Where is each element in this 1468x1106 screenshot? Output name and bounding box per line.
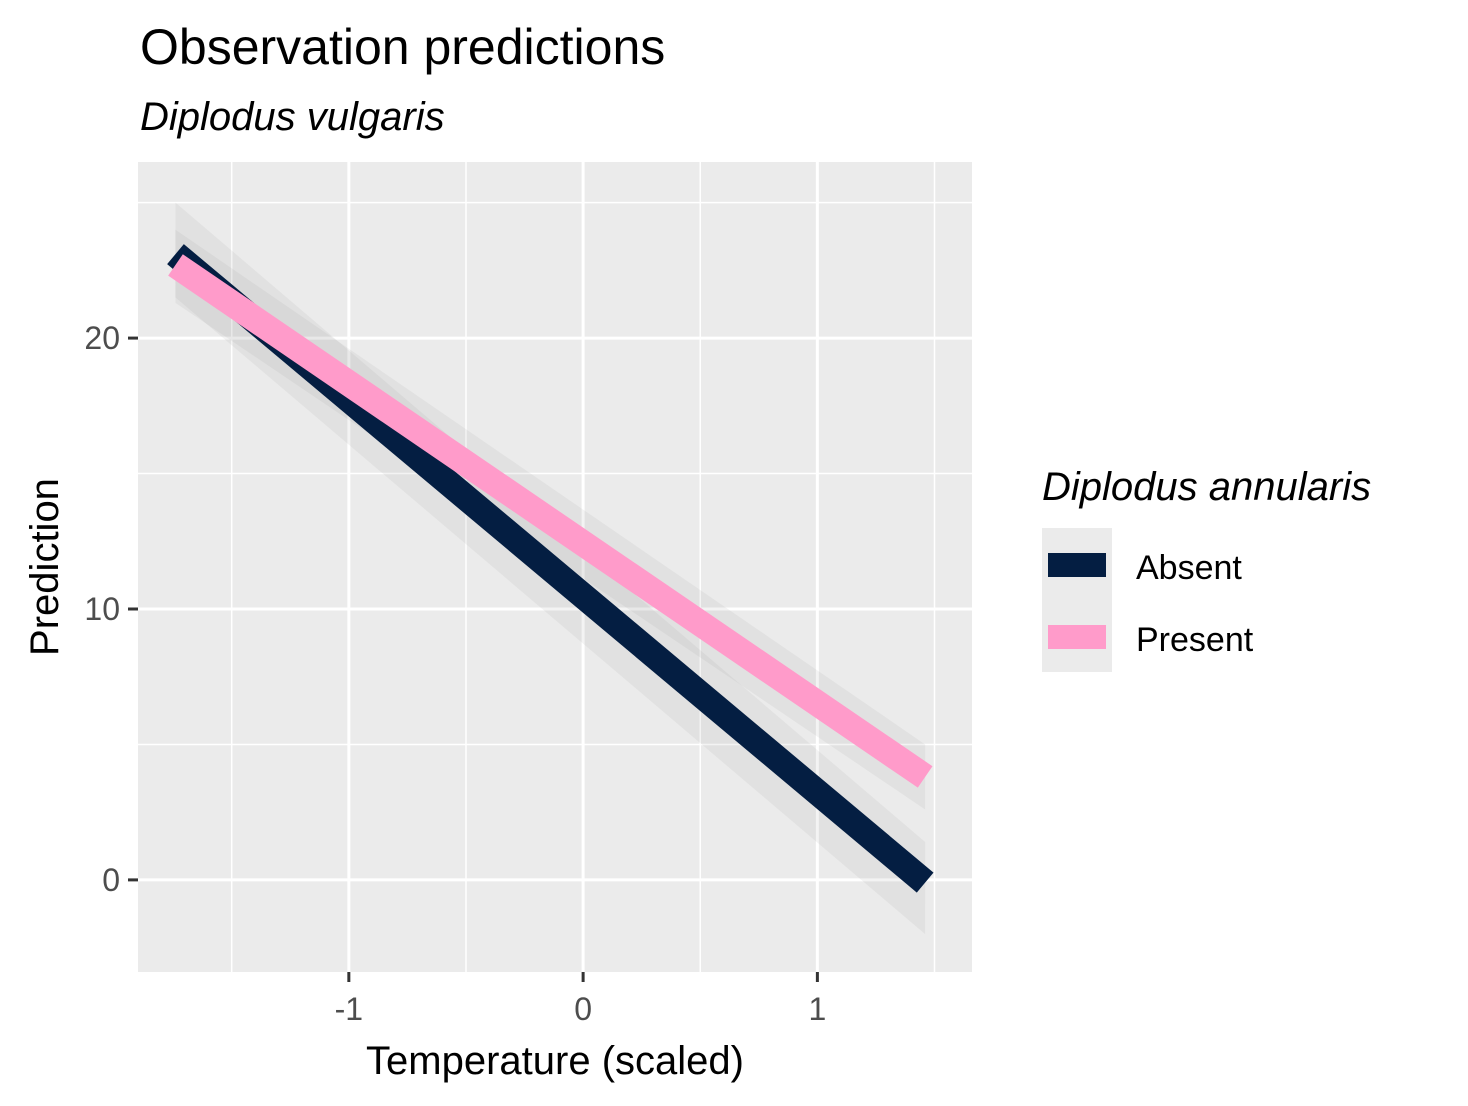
legend-key-background: [1042, 528, 1112, 672]
series-line-present: [168, 254, 933, 788]
y-axis-title: Prediction: [23, 478, 67, 656]
grid-major: [138, 162, 972, 972]
legend-key-absent: [1048, 553, 1106, 577]
y-tick-label: 20: [84, 320, 120, 356]
y-tick-label: 0: [102, 862, 120, 898]
legend: Diplodus annularis Absent Present: [1042, 465, 1371, 672]
y-tick-label: 10: [84, 591, 120, 627]
x-tick-label: -1: [335, 991, 363, 1027]
x-tick-label: 0: [574, 991, 592, 1027]
chart-title: Observation predictions: [140, 19, 665, 75]
y-axis: 0 10 20: [84, 320, 138, 898]
legend-label-present: Present: [1136, 621, 1254, 659]
x-axis: -1 0 1: [335, 972, 826, 1027]
x-tick-label: 1: [808, 991, 826, 1027]
legend-title: Diplodus annularis: [1042, 465, 1371, 509]
series-lines: [167, 244, 934, 893]
chart-subtitle: Diplodus vulgaris: [140, 95, 445, 139]
x-axis-title: Temperature (scaled): [366, 1039, 744, 1083]
legend-label-absent: Absent: [1136, 549, 1242, 587]
legend-key-present: [1048, 625, 1106, 649]
